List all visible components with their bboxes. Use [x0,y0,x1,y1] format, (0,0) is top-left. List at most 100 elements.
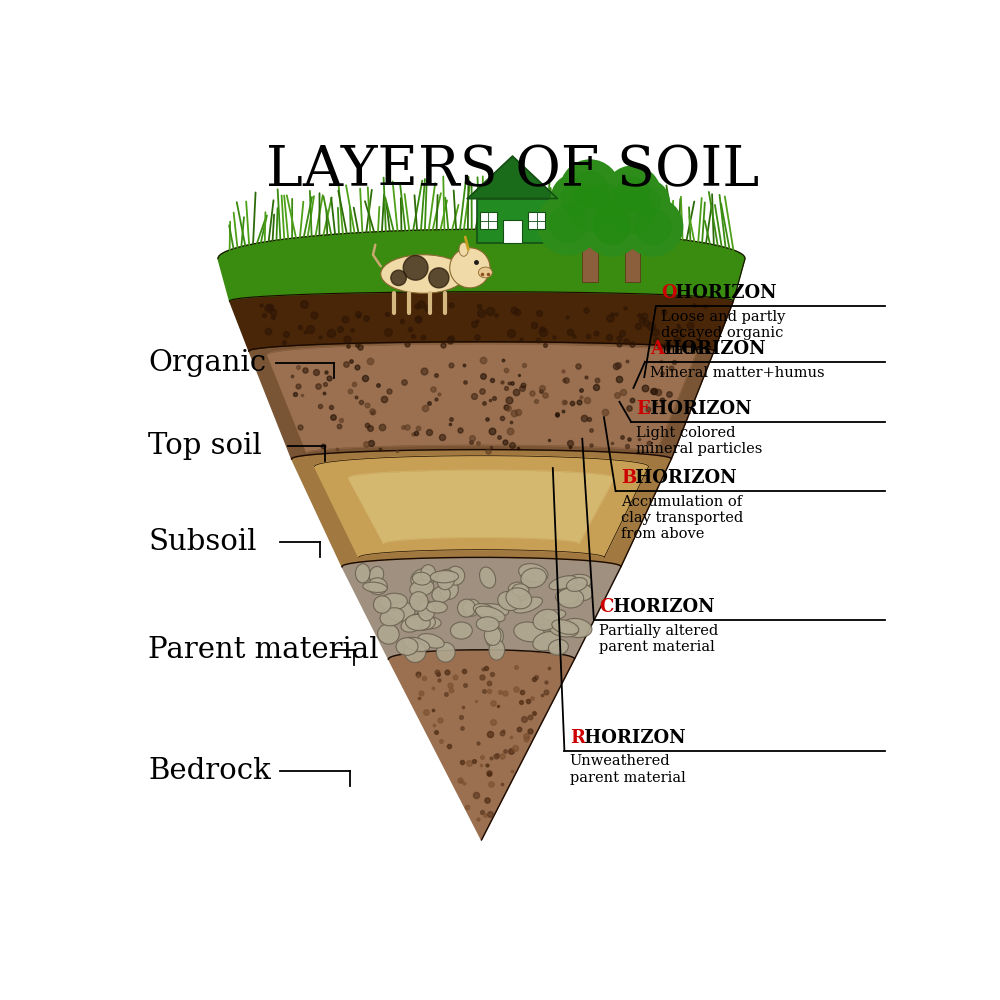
Text: HORIZON: HORIZON [658,340,766,358]
Ellipse shape [396,638,418,655]
Ellipse shape [566,578,587,591]
Text: Parent material: Parent material [148,636,379,664]
Bar [480,212,497,229]
Circle shape [611,191,654,233]
Circle shape [403,256,428,280]
Circle shape [596,179,643,226]
Ellipse shape [512,584,529,597]
Text: Mineral matter+humus: Mineral matter+humus [650,366,825,380]
Circle shape [594,209,630,244]
Ellipse shape [519,564,548,582]
Ellipse shape [508,582,526,593]
Ellipse shape [415,616,441,629]
Polygon shape [268,344,695,453]
Text: HORIZON: HORIZON [607,598,715,616]
Ellipse shape [463,599,480,616]
Ellipse shape [421,565,436,582]
Ellipse shape [410,580,434,596]
Text: Unweathered
parent material: Unweathered parent material [570,754,686,785]
Circle shape [553,172,627,246]
Ellipse shape [533,609,559,630]
Ellipse shape [368,578,387,595]
Ellipse shape [369,566,384,583]
Ellipse shape [498,591,520,611]
Circle shape [632,189,660,217]
Circle shape [579,174,629,223]
Circle shape [572,172,608,207]
Text: LAYERS OF SOIL: LAYERS OF SOIL [266,143,759,198]
Ellipse shape [380,608,404,626]
Ellipse shape [549,622,578,637]
Text: Bedrock: Bedrock [148,757,271,785]
Polygon shape [218,229,745,301]
Text: C: C [599,598,614,616]
Ellipse shape [565,574,592,589]
Ellipse shape [381,255,466,293]
Polygon shape [388,650,574,840]
Ellipse shape [411,569,435,589]
Ellipse shape [562,618,592,638]
Ellipse shape [405,642,426,662]
Ellipse shape [476,617,499,631]
Ellipse shape [426,601,447,613]
Bar [503,220,522,243]
Text: Subsoil: Subsoil [148,528,257,556]
Polygon shape [230,287,733,351]
Text: O: O [661,284,677,302]
Ellipse shape [418,601,435,621]
Circle shape [597,177,668,247]
Text: A: A [650,340,664,358]
Ellipse shape [552,620,579,634]
Text: HORIZON: HORIZON [644,400,752,418]
Ellipse shape [521,568,546,588]
Text: Organic: Organic [148,349,266,377]
Circle shape [636,209,671,244]
Polygon shape [249,337,714,459]
Circle shape [551,174,601,223]
Ellipse shape [410,592,428,611]
Ellipse shape [403,637,430,651]
Ellipse shape [549,576,577,590]
Text: Loose and partly
decayed organic
matter: Loose and partly decayed organic matter [661,310,786,357]
Ellipse shape [355,564,370,583]
Polygon shape [292,445,671,567]
Circle shape [429,268,449,288]
Text: R: R [570,729,585,747]
Circle shape [622,179,669,226]
Ellipse shape [473,604,494,617]
Circle shape [450,248,490,288]
Ellipse shape [478,267,492,278]
Ellipse shape [480,567,496,588]
Ellipse shape [513,597,542,613]
Text: Light colored
mineral particles: Light colored mineral particles [637,426,763,456]
Ellipse shape [440,579,458,599]
Bar [477,199,548,243]
Circle shape [593,205,630,242]
Ellipse shape [486,627,503,648]
Ellipse shape [406,614,430,631]
Ellipse shape [457,599,475,617]
Ellipse shape [475,606,505,622]
Ellipse shape [572,584,593,601]
Circle shape [568,186,612,231]
Ellipse shape [514,622,544,642]
Ellipse shape [380,593,407,610]
Ellipse shape [412,572,431,585]
Ellipse shape [408,613,435,630]
Ellipse shape [363,582,387,592]
Circle shape [624,198,683,256]
Circle shape [583,198,641,256]
Circle shape [581,193,643,255]
Ellipse shape [446,566,465,585]
Circle shape [561,160,619,219]
Ellipse shape [430,571,459,583]
Circle shape [616,177,649,211]
Bar [582,232,598,282]
Ellipse shape [484,626,501,645]
Circle shape [550,205,587,242]
Ellipse shape [543,610,566,621]
Ellipse shape [437,569,455,590]
Circle shape [605,189,634,217]
Circle shape [537,193,599,255]
Polygon shape [342,553,621,659]
